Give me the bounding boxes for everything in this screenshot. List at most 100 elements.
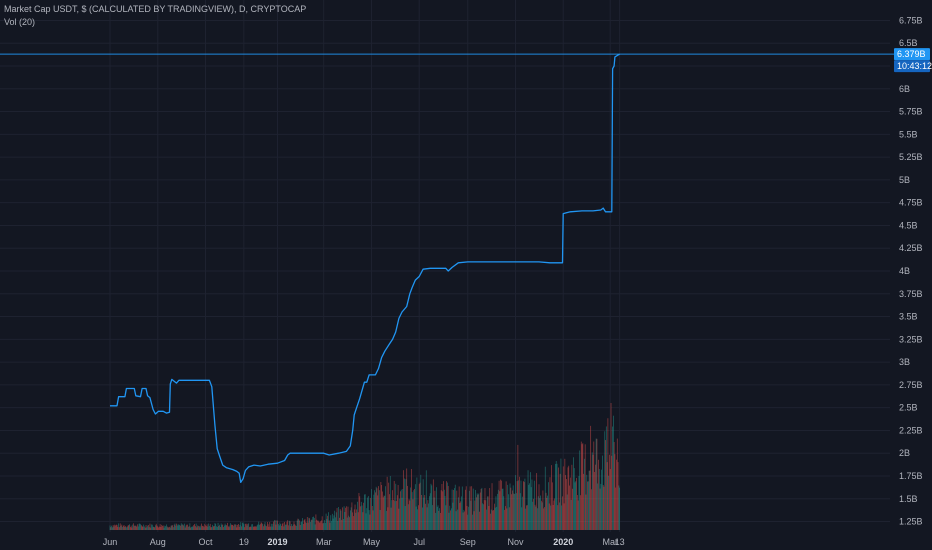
volume-bar [317, 520, 318, 530]
y-tick-label: 5.5B [899, 129, 918, 139]
volume-bar [442, 491, 444, 530]
volume-bar [329, 522, 331, 530]
volume-bar [600, 483, 602, 530]
volume-bar [537, 496, 539, 530]
volume-bar [385, 486, 386, 530]
volume-bar [222, 524, 224, 530]
volume-bar [121, 524, 123, 530]
volume-bar [244, 527, 246, 530]
volume-bar [285, 524, 287, 530]
volume-bar [454, 488, 455, 530]
x-tick-label: 2019 [268, 537, 288, 547]
volume-bar [186, 524, 188, 530]
volume-bar [341, 519, 343, 530]
volume-bar [354, 504, 356, 530]
volume-bar [340, 510, 342, 530]
volume-bar [479, 511, 480, 530]
volume-bar [494, 503, 495, 530]
volume-bar [248, 523, 249, 530]
volume-bar [177, 524, 179, 530]
volume-bar [490, 513, 491, 530]
volume-bar [576, 477, 577, 530]
volume-bar [570, 499, 572, 530]
volume-bar [571, 464, 573, 530]
volume-bar [393, 500, 394, 530]
volume-bar [286, 521, 288, 530]
volume-bar [533, 498, 534, 530]
volume-bar [276, 520, 278, 530]
volume-bar [601, 469, 602, 530]
volume-bar [230, 523, 231, 530]
y-tick-label: 4B [899, 266, 910, 276]
volume-bar [608, 475, 610, 530]
volume-bar [438, 510, 440, 530]
volume-bar [508, 494, 509, 530]
volume-bar [208, 523, 210, 530]
volume-bar [160, 526, 162, 530]
volume-bar [264, 521, 266, 530]
volume-bar [574, 482, 576, 530]
volume-bar [111, 527, 113, 530]
volume-bar [418, 484, 420, 530]
volume-bar [403, 478, 405, 530]
volume-bar [209, 523, 211, 530]
volume-bar [449, 505, 451, 530]
last-price-badge [894, 48, 930, 61]
volume-bar [407, 485, 408, 530]
volume-bar [392, 490, 393, 530]
volume-bar [517, 444, 519, 530]
volume-bar [250, 526, 252, 530]
volume-bar [189, 523, 191, 530]
volume-bar [436, 506, 438, 530]
volume-bar [439, 512, 441, 530]
x-tick-label: 2020 [553, 537, 573, 547]
y-tick-label: 2.5B [899, 403, 918, 413]
volume-bar [501, 480, 502, 530]
volume-bar [162, 525, 163, 530]
volume-bar [509, 483, 511, 530]
volume-bar [504, 509, 505, 530]
volume-bar [291, 524, 293, 530]
volume-bar [567, 467, 569, 530]
volume-bar [431, 485, 433, 530]
volume-bar [303, 520, 305, 530]
y-tick-label: 5.25B [899, 152, 923, 162]
volume-bar [258, 521, 260, 530]
y-tick-label: 6.75B [899, 15, 923, 25]
volume-bar [293, 521, 295, 530]
volume-bar [393, 480, 395, 530]
volume-bar [184, 523, 185, 530]
volume-indicator-label[interactable]: Vol (20) [4, 17, 36, 27]
volume-bar [144, 526, 145, 530]
volume-bar [151, 524, 153, 530]
volume-bar [284, 521, 285, 530]
volume-bar [259, 524, 260, 530]
volume-bar [236, 527, 238, 530]
volume-bar [603, 486, 605, 530]
volume-bar [378, 486, 379, 530]
volume-bar [523, 482, 525, 530]
volume-bar [471, 486, 473, 530]
volume-bar [388, 482, 390, 530]
symbol-title[interactable]: Market Cap USDT, $ (CALCULATED BY TRADIN… [4, 4, 307, 14]
volume-bar [590, 425, 592, 530]
volume-bar [598, 468, 600, 530]
volume-bar [497, 489, 499, 530]
volume-bar [241, 526, 242, 530]
volume-bar [421, 494, 422, 530]
volume-bar [582, 443, 584, 530]
volume-bar [300, 521, 302, 530]
volume-bar [587, 481, 588, 530]
volume-bar [414, 484, 416, 530]
y-tick-label: 1.25B [899, 517, 923, 527]
volume-bar [234, 524, 236, 530]
volume-bar [292, 526, 293, 530]
volume-bar [326, 518, 328, 530]
volume-bar [187, 526, 189, 530]
volume-bar [316, 519, 318, 530]
volume-bar [469, 486, 471, 530]
volume-bar [551, 465, 552, 530]
volume-bar [450, 508, 452, 530]
